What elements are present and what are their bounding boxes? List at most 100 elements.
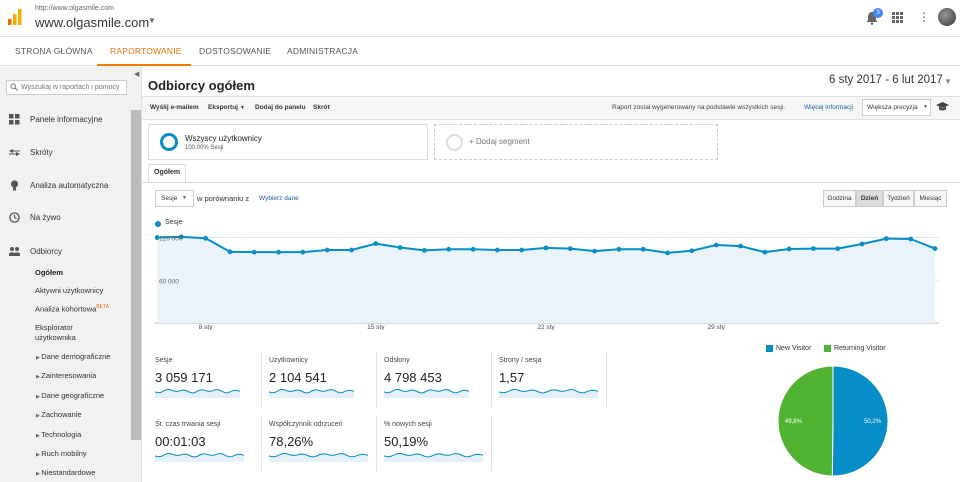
choose-metric-link[interactable]: Wybierz dane xyxy=(259,195,299,202)
data-point[interactable] xyxy=(689,248,695,254)
visitor-pie-chart[interactable]: 50,2% 49,8% xyxy=(776,364,890,478)
data-point[interactable] xyxy=(251,249,257,255)
data-point[interactable] xyxy=(762,249,768,255)
site-caret-icon[interactable]: ▼ xyxy=(148,16,156,25)
data-point[interactable] xyxy=(470,246,476,252)
sidebar-item-technology[interactable]: ▶ Technologia xyxy=(36,430,81,439)
sidebar-item-interests[interactable]: ▶ Zainteresowania xyxy=(36,371,96,380)
data-point[interactable] xyxy=(616,246,622,252)
legend-returning-visitor[interactable]: Returning Visitor xyxy=(834,345,886,352)
search-input[interactable] xyxy=(21,80,125,94)
sidebar-item-user-explorer[interactable]: Eksplorator użytkownika xyxy=(35,323,76,342)
pie-slice[interactable] xyxy=(831,365,889,477)
data-point[interactable] xyxy=(932,246,938,251)
more-vert-icon[interactable]: ⋮ xyxy=(918,10,930,24)
sidebar-item-overview[interactable]: Ogółem xyxy=(35,268,63,277)
data-point[interactable] xyxy=(203,235,209,241)
tab-home[interactable]: STRONA GŁÓWNA xyxy=(15,46,93,56)
export-button[interactable]: Eksportuj ▼ xyxy=(208,104,245,111)
data-point[interactable] xyxy=(713,242,719,248)
data-point[interactable] xyxy=(592,248,598,254)
date-range-picker[interactable]: 6 sty 2017 - 6 lut 2017 xyxy=(829,74,943,86)
tab-admin[interactable]: ADMINISTRACJA xyxy=(287,46,359,56)
sidebar-item-dashboards[interactable]: Panele informacyjne xyxy=(30,115,103,124)
pie-slice[interactable] xyxy=(777,365,834,477)
data-point[interactable] xyxy=(883,236,889,242)
data-point[interactable] xyxy=(276,249,281,255)
avatar[interactable] xyxy=(938,8,956,26)
precision-select[interactable]: Większa precyzja xyxy=(862,99,931,116)
apps-grid-icon[interactable] xyxy=(892,12,903,23)
data-point[interactable] xyxy=(155,235,160,240)
data-point[interactable] xyxy=(349,247,354,253)
data-point[interactable] xyxy=(859,241,865,247)
scorecard-users[interactable]: Użytkownicy 2 104 541 xyxy=(269,357,375,398)
metric-select[interactable]: Sesje xyxy=(155,190,194,207)
data-point[interactable] xyxy=(543,245,549,251)
sidebar-item-cohort-analysis[interactable]: Analiza kohortowaBETA xyxy=(35,304,109,314)
email-button[interactable]: Wyślij e-mailem xyxy=(150,104,199,111)
chevron-down-icon[interactable]: ▼ xyxy=(944,77,952,86)
data-point[interactable] xyxy=(519,247,525,253)
data-point[interactable] xyxy=(373,241,379,247)
scorecard-sessions[interactable]: Sesje 3 059 171 xyxy=(155,357,261,398)
data-point[interactable] xyxy=(227,249,233,255)
data-point[interactable] xyxy=(178,234,184,240)
scorecard-pageviews[interactable]: Odsłony 4 798 453 xyxy=(384,357,490,398)
data-point[interactable] xyxy=(811,246,816,251)
sessions-chart[interactable]: 120 000 60 000 8 sty 15 sty 22 sty 29 sty xyxy=(155,230,939,330)
period-month-button[interactable]: Miesiąc xyxy=(914,190,947,207)
period-day-button[interactable]: Dzień xyxy=(856,190,883,207)
data-point[interactable] xyxy=(567,246,573,251)
data-point[interactable] xyxy=(786,246,792,252)
legend-new-visitor[interactable]: New Visitor xyxy=(776,345,812,352)
sidebar-item-custom[interactable]: ▶ Niestandardowe xyxy=(36,468,95,477)
clock-icon xyxy=(9,212,20,223)
data-point[interactable] xyxy=(324,247,330,253)
sidebar-item-demographics[interactable]: ▶ Dane demograficzne xyxy=(36,352,110,361)
tab-customization[interactable]: DOSTOSOWANIE xyxy=(199,46,272,56)
data-point[interactable] xyxy=(640,246,646,252)
sidebar-item-intelligence[interactable]: Analiza automatyczna xyxy=(30,181,109,190)
search-icon xyxy=(10,83,18,91)
scorecard-pages-per-session[interactable]: Strony / sesja 1,57 xyxy=(499,357,605,398)
sparkline xyxy=(384,388,470,398)
sparkline xyxy=(384,452,484,462)
period-week-button[interactable]: Tydzień xyxy=(883,190,914,207)
add-segment-button[interactable] xyxy=(434,124,718,160)
sidebar-scrollbar[interactable] xyxy=(131,110,141,440)
more-info-link[interactable]: Więcej informacji xyxy=(804,104,854,111)
chevron-down-icon: ▼ xyxy=(923,104,928,110)
sidebar-item-audience[interactable]: Odbiorcy xyxy=(30,247,63,256)
site-name[interactable]: www.olgasmile.com xyxy=(35,15,150,30)
tab-reporting[interactable]: RAPORTOWANIE xyxy=(110,46,182,56)
sidebar-item-behavior[interactable]: ▶ Zachowanie xyxy=(36,410,82,419)
analytics-logo-icon[interactable] xyxy=(8,9,22,25)
active-tab-indicator xyxy=(97,64,191,66)
graduation-cap-icon[interactable] xyxy=(936,102,949,112)
add-to-dashboard-button[interactable]: Dodaj do panelu xyxy=(255,104,306,111)
tab-overview[interactable] xyxy=(148,164,186,182)
data-point[interactable] xyxy=(835,246,841,251)
sidebar-collapse-icon[interactable]: ◀ xyxy=(134,71,140,78)
data-point[interactable] xyxy=(300,249,306,255)
sidebar-item-geo[interactable]: ▶ Dane geograficzne xyxy=(36,391,104,400)
scorecard-bounce-rate[interactable]: Współczynnik odrzuceń 78,26% xyxy=(269,421,375,462)
sidebar-item-mobile[interactable]: ▶ Ruch mobilny xyxy=(36,449,87,458)
scorecard-avg-session-duration[interactable]: Śr. czas trwania sesji 00:01:03 xyxy=(155,421,261,462)
data-point[interactable] xyxy=(422,247,427,253)
sidebar-item-shortcuts[interactable]: Skróty xyxy=(30,148,53,157)
data-point[interactable] xyxy=(908,236,914,242)
data-point[interactable] xyxy=(494,247,500,253)
data-point[interactable] xyxy=(397,245,403,250)
scorecard-new-sessions[interactable]: % nowych sesji 50,19% xyxy=(384,421,490,462)
data-point[interactable] xyxy=(738,243,743,249)
notification-badge[interactable]: 3 xyxy=(873,8,883,18)
data-point[interactable] xyxy=(665,250,670,256)
data-point[interactable] xyxy=(446,246,452,252)
sidebar-item-active-users[interactable]: Aktywni użytkownicy xyxy=(35,286,104,295)
sidebar-item-realtime[interactable]: Na żywo xyxy=(30,213,61,222)
period-hour-button[interactable]: Godzina xyxy=(823,190,856,207)
segment-all-users[interactable] xyxy=(148,124,428,160)
shortcut-button[interactable]: Skrót xyxy=(313,104,330,111)
